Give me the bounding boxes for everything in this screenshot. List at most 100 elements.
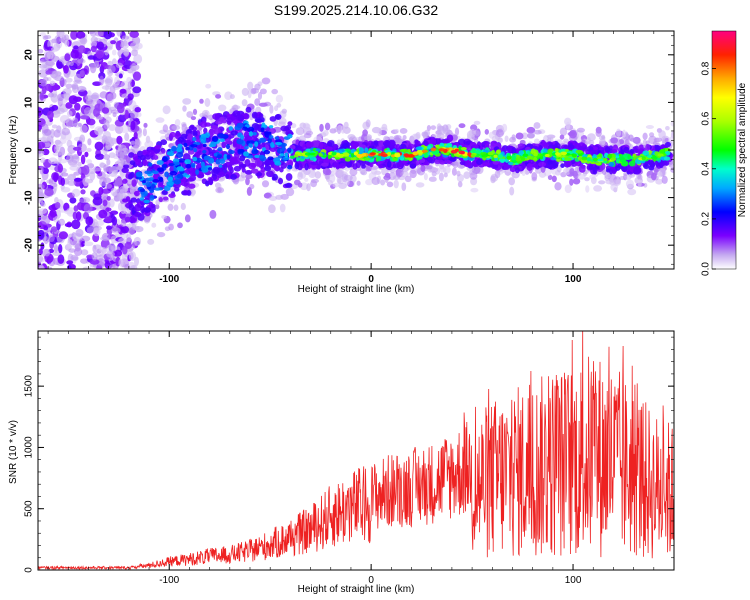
heatmap-cell [533, 163, 539, 168]
heatmap-cell [43, 50, 51, 60]
heatmap-cell [601, 134, 606, 140]
heatmap-cell [135, 42, 143, 50]
heatmap-cell [56, 61, 63, 70]
heatmap-cell [642, 150, 650, 156]
heatmap-cell [244, 169, 253, 175]
heatmap-cell [40, 215, 51, 225]
heatmap-cell [599, 138, 606, 146]
heatmap-cell [105, 207, 112, 212]
heatmap-cell [110, 92, 117, 100]
heatmap-cell [127, 81, 132, 90]
heatmap-cell [129, 217, 137, 223]
heatmap-cell [128, 251, 137, 262]
heatmap-cell [185, 163, 192, 169]
heatmap-cell [507, 161, 514, 166]
heatmap-cell [53, 172, 59, 183]
heatmap-cell [210, 141, 217, 148]
heatmap-cell [188, 183, 196, 189]
heatmap-cell [117, 192, 124, 202]
heatmap-cell [670, 166, 674, 173]
heatmap-cell [611, 153, 616, 158]
heatmap-cell [175, 147, 183, 153]
heatmap-cell [538, 161, 547, 167]
heatmap-cell [80, 154, 86, 165]
heatmap-cell [575, 149, 583, 154]
heatmap-cell [111, 216, 118, 226]
heatmap-cell [547, 174, 553, 181]
heatmap-cell [569, 168, 575, 175]
heatmap-cell [182, 98, 192, 105]
heatmap-cell [186, 111, 194, 118]
heatmap-cell [190, 116, 197, 121]
heatmap-cell [130, 62, 137, 72]
heatmap-cell [51, 70, 60, 80]
heatmap-cell [430, 147, 437, 152]
heatmap-cell [474, 150, 482, 155]
heatmap-cell [610, 157, 617, 162]
heatmap-cell [515, 132, 524, 140]
heatmap-cell [134, 203, 142, 212]
heatmap-cell [76, 166, 82, 175]
heatmap-cell [38, 137, 47, 143]
heatmap-cell [294, 162, 300, 170]
heatmap-cell [527, 133, 535, 139]
heatmap-cell [632, 146, 637, 152]
heatmap-cell [429, 138, 437, 146]
heatmap-cell [48, 234, 55, 243]
heatmap-cell [171, 125, 181, 131]
heatmap-cell [377, 155, 382, 162]
heatmap-cell [492, 163, 499, 169]
heatmap-cell [487, 151, 494, 156]
heatmap-cell [215, 158, 221, 165]
y-tick-label: 0 [24, 567, 35, 573]
heatmap-cell [99, 75, 105, 86]
heatmap-cell [342, 152, 350, 157]
heatmap-cell [538, 144, 543, 152]
heatmap-cell [67, 239, 74, 249]
heatmap-cell [93, 107, 100, 118]
heatmap-cell [452, 161, 459, 168]
heatmap-cell [577, 173, 586, 180]
heatmap-cell [228, 149, 235, 155]
heatmap-cell [79, 124, 88, 133]
heatmap-cell [167, 176, 174, 182]
heatmap-cell [152, 154, 159, 161]
heatmap-cell [76, 202, 85, 211]
heatmap-cell [608, 153, 613, 159]
heatmap-cell [109, 242, 115, 251]
heatmap-cell [143, 122, 148, 128]
heatmap-cell [508, 177, 516, 186]
heatmap-cell [333, 143, 338, 149]
heatmap-cell [76, 85, 87, 92]
heatmap-cell [140, 146, 146, 151]
heatmap-cell [176, 173, 183, 179]
heatmap-cell [268, 135, 274, 139]
heatmap-cell [86, 227, 94, 234]
heatmap-cell [49, 209, 57, 218]
heatmap-cell [322, 167, 331, 176]
snr-frame [37, 330, 675, 571]
heatmap-cell [526, 163, 533, 171]
heatmap-cell [408, 153, 415, 158]
heatmap-cell [438, 172, 444, 182]
heatmap-cell [303, 133, 312, 139]
heatmap-cell [654, 144, 660, 151]
heatmap-cell [89, 63, 97, 74]
heatmap-cell [451, 167, 457, 176]
heatmap-cell [645, 124, 654, 130]
heatmap-cell [279, 203, 286, 213]
heatmap-cell [423, 153, 429, 159]
heatmap-cell [71, 219, 81, 230]
heatmap-cell [42, 167, 49, 175]
heatmap-cell [239, 163, 247, 168]
heatmap-cell [325, 146, 333, 152]
heatmap-cell [245, 174, 253, 180]
heatmap-cell [118, 73, 123, 79]
heatmap-cell [254, 98, 261, 106]
heatmap-cell [57, 163, 64, 173]
heatmap-cell [80, 189, 86, 195]
heatmap-cell [267, 156, 274, 161]
heatmap-cell [171, 145, 177, 152]
heatmap-cell [493, 154, 498, 159]
